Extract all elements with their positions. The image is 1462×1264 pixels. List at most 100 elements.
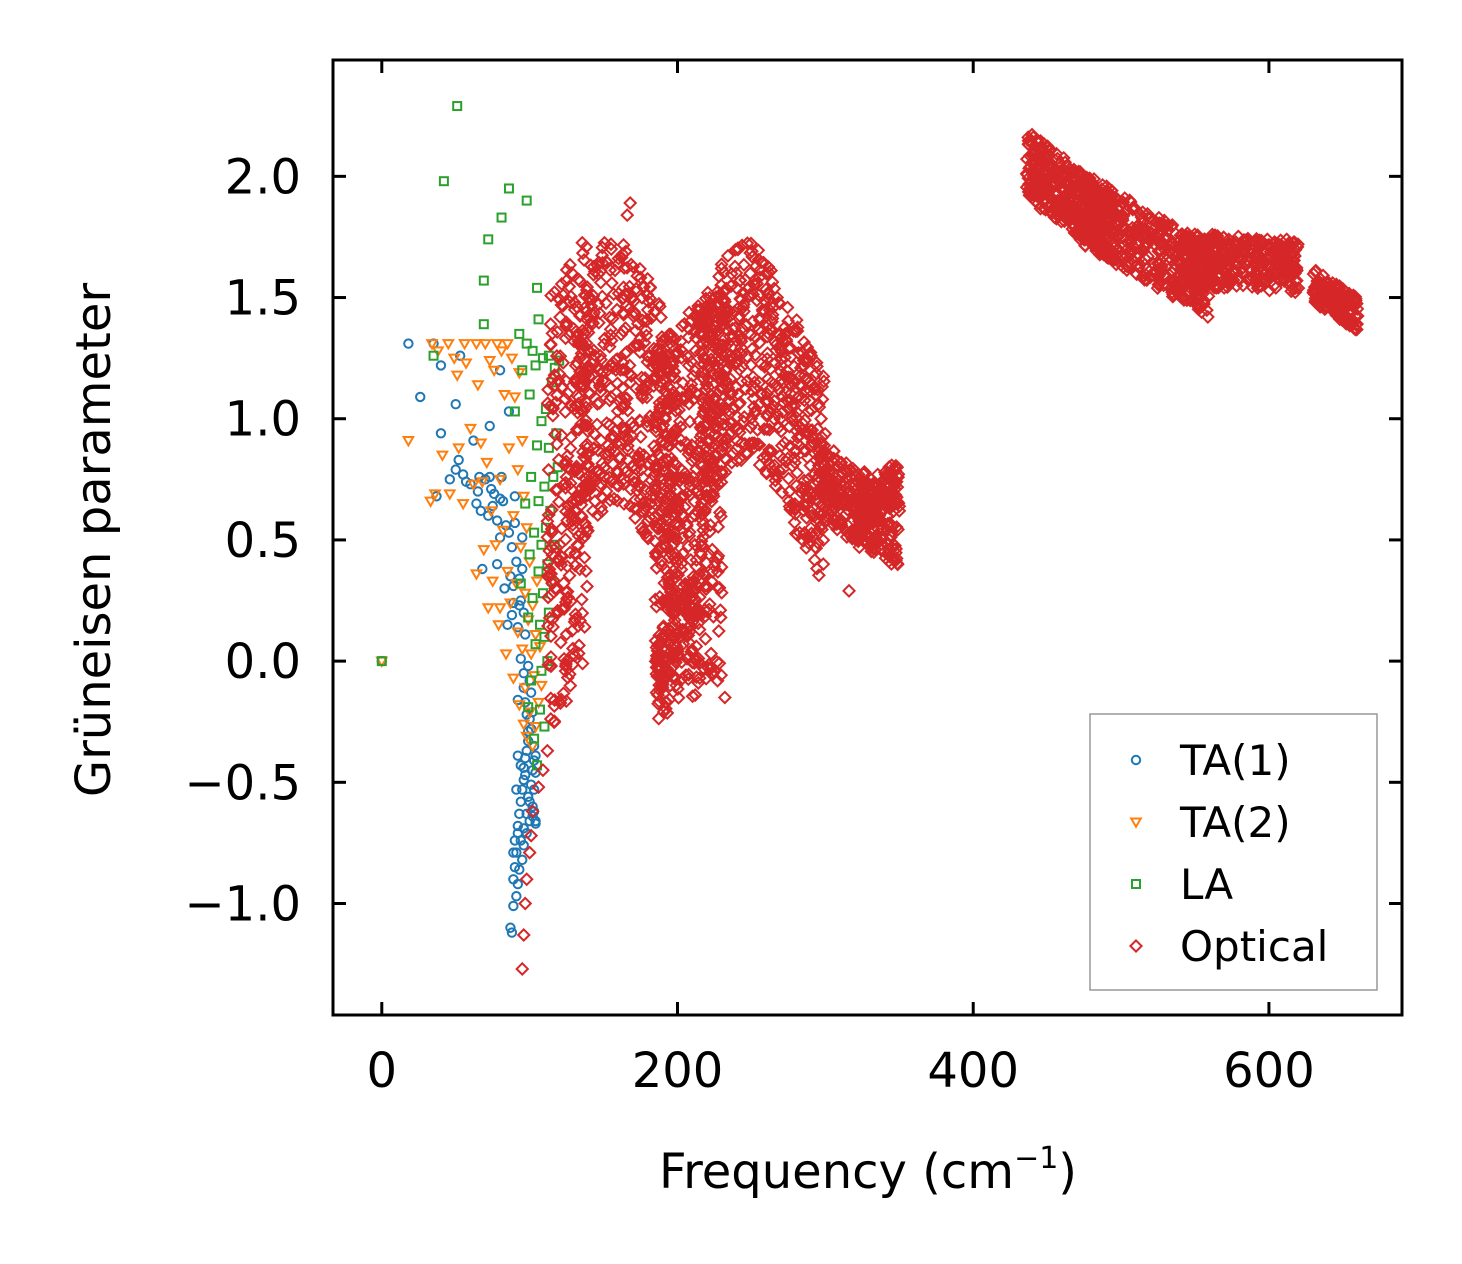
data-point (603, 389, 618, 404)
data-point (681, 330, 696, 345)
data-point (756, 303, 772, 318)
data-point (579, 323, 594, 338)
data-point (1151, 226, 1166, 241)
data-point (735, 359, 750, 374)
data-point (527, 593, 538, 604)
data-point (789, 423, 804, 438)
data-point (623, 195, 638, 211)
data-point (529, 733, 540, 744)
data-point (701, 371, 716, 386)
data-point (647, 534, 662, 549)
data-point (1212, 266, 1227, 281)
data-point (851, 510, 866, 525)
data-point (787, 515, 802, 530)
data-point (689, 639, 704, 654)
data-point (559, 317, 574, 332)
data-point (500, 566, 515, 579)
data-point (656, 620, 671, 635)
data-point (508, 392, 522, 404)
data-point (477, 545, 491, 557)
data-point (775, 376, 790, 391)
data-point (771, 463, 786, 478)
data-point (743, 420, 758, 435)
data-point (1087, 224, 1102, 239)
data-point (562, 568, 577, 583)
data-point (551, 551, 566, 566)
data-point (543, 691, 558, 706)
data-point (523, 707, 537, 719)
data-point (681, 442, 696, 458)
data-point (737, 436, 752, 451)
data-point (634, 382, 649, 397)
data-point (822, 466, 837, 481)
data-point (539, 721, 550, 732)
data-point (509, 491, 521, 502)
data-point (769, 378, 784, 393)
data-point (618, 244, 633, 259)
data-point (450, 370, 464, 382)
data-point (633, 492, 648, 507)
data-point (1251, 242, 1266, 257)
data-point (587, 494, 603, 509)
data-point (653, 374, 668, 389)
data-point (581, 385, 596, 400)
data-point (1077, 194, 1093, 209)
data-point (520, 498, 531, 509)
data-point (1263, 260, 1278, 275)
data-point (484, 506, 498, 518)
data-point (505, 353, 519, 365)
data-point (512, 820, 524, 832)
data-point (610, 493, 625, 508)
data-point (651, 296, 666, 311)
data-point (802, 349, 817, 364)
data-point (570, 490, 585, 505)
data-point (1078, 238, 1093, 253)
data-point (653, 637, 668, 652)
data-point (515, 961, 530, 976)
data-point (773, 358, 789, 373)
data-point (857, 532, 872, 547)
data-point (656, 393, 671, 408)
data-point (816, 557, 831, 572)
data-point (772, 419, 787, 434)
data-point (693, 327, 708, 342)
data-point (712, 580, 727, 595)
legend-label-la: LA (1180, 860, 1233, 909)
data-point (787, 398, 802, 413)
data-point (680, 601, 695, 617)
data-point (811, 506, 826, 521)
data-point (775, 485, 790, 500)
data-point (512, 700, 526, 712)
data-point (604, 333, 619, 348)
data-point (736, 257, 751, 272)
data-point (484, 420, 495, 432)
data-point (515, 644, 529, 656)
data-point (542, 562, 557, 577)
data-point (517, 365, 528, 376)
data-point (548, 395, 563, 410)
data-point (472, 486, 484, 497)
data-point (718, 465, 733, 480)
data-point (763, 400, 778, 415)
data-point (593, 384, 608, 399)
data-point (548, 471, 559, 482)
data-point (516, 927, 531, 943)
data-point (606, 287, 621, 302)
data-point (571, 529, 586, 544)
data-point (854, 479, 869, 494)
data-point (704, 646, 719, 661)
data-point (543, 629, 558, 644)
data-point (536, 539, 547, 550)
data-point (518, 823, 529, 834)
data-point (424, 496, 438, 508)
data-point (531, 780, 546, 795)
data-point (735, 238, 750, 253)
data-point (877, 544, 892, 559)
data-point (531, 697, 546, 710)
data-point (1216, 230, 1231, 245)
data-point (539, 631, 550, 642)
data-point (885, 498, 900, 513)
data-point (720, 305, 735, 320)
data-point (526, 675, 537, 686)
